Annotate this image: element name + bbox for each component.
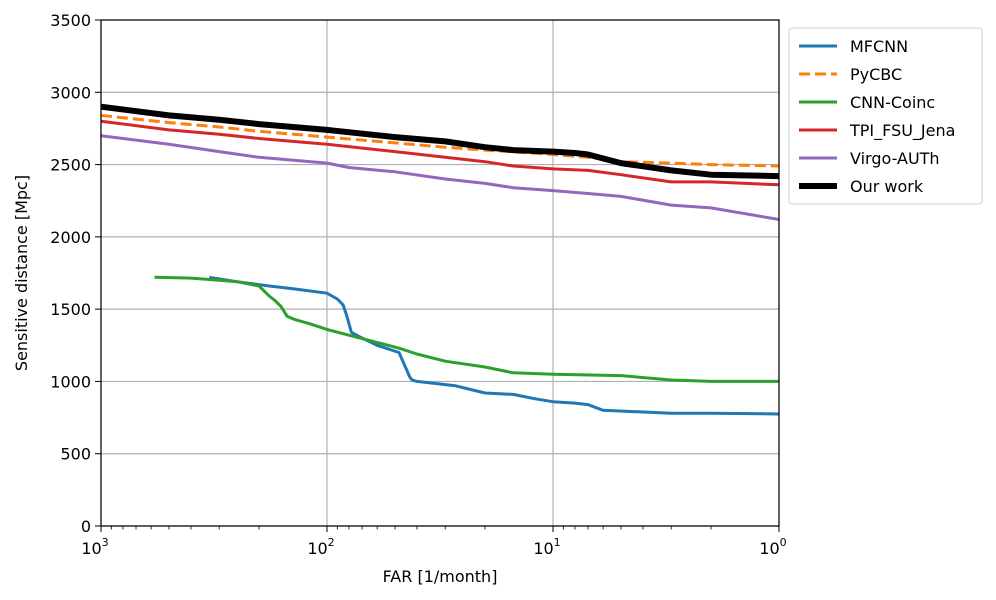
grid — [100, 19, 780, 527]
series-line — [100, 103, 780, 180]
y-tick-label: 1000 — [50, 372, 91, 391]
legend-label: CNN-Coinc — [850, 93, 935, 112]
y-tick-label: 0 — [81, 517, 91, 536]
series-line — [100, 134, 780, 221]
plot-frame — [100, 19, 780, 527]
x-axis: 103 102 101 100 — [81, 526, 787, 558]
y-tick-label: 2000 — [50, 228, 91, 247]
plot-area — [100, 103, 780, 416]
series-line — [100, 119, 780, 187]
x-tick-label: 100 — [759, 536, 786, 558]
legend-label: TPI_FSU_Jena — [849, 121, 955, 141]
legend-label: Our work — [850, 177, 924, 196]
series-line — [100, 113, 780, 168]
legend-label: MFCNN — [850, 37, 908, 56]
y-tick-label: 500 — [60, 445, 91, 464]
y-tick-label: 1500 — [50, 300, 91, 319]
legend-label: Virgo-AUTh — [850, 149, 940, 168]
x-tick-label: 102 — [307, 536, 334, 558]
y-axis-label: Sensitive distance [Mpc] — [12, 175, 31, 371]
y-tick-label: 3000 — [50, 83, 91, 102]
legend-box — [788, 27, 983, 205]
series-line — [154, 275, 779, 383]
legend: MFCNN PyCBC CNN-Coinc TPI_FSU_Jena Virgo-AUT… — [788, 27, 983, 205]
y-axis: 0 500 1000 1500 2000 2500 3000 3500 — [50, 11, 101, 536]
x-tick-label: 101 — [533, 536, 560, 558]
y-tick-label: 2500 — [50, 156, 91, 175]
x-axis-label: FAR [1/month] — [383, 567, 498, 586]
series-line — [208, 275, 780, 416]
y-tick-label: 3500 — [50, 11, 91, 30]
legend-label: PyCBC — [850, 65, 902, 84]
x-tick-label: 103 — [81, 536, 108, 558]
